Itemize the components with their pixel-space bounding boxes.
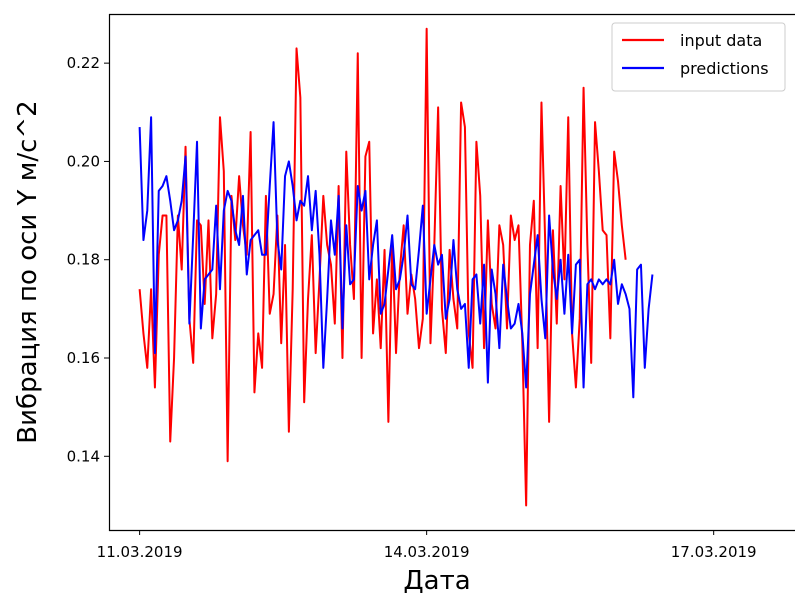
y-tick-label: 0.16 [67,349,100,367]
y-tick-label: 0.20 [67,152,100,170]
series-layer [138,27,654,507]
series-line-input-data [138,27,627,507]
plot-area [108,13,795,532]
y-axis-title: Вибрация по оси Y м/с^2 [13,100,43,443]
y-tick-label: 0.22 [67,54,100,72]
x-tick-label: 17.03.2019 [671,543,757,561]
series-line-predictions [138,116,654,399]
x-axis-title: Дата [403,566,470,593]
y-tick-label: 0.14 [67,447,100,465]
y-tick-label: 0.18 [67,251,100,269]
legend-label-predictions: predictions [680,59,769,78]
x-axis-ticks: 11.03.2019 14.03.2019 17.03.2019 [97,530,757,561]
x-tick-label: 11.03.2019 [97,543,183,561]
legend: input data predictions [611,22,786,92]
x-tick-label: 14.03.2019 [384,543,470,561]
legend-label-input-data: input data [680,31,762,50]
y-axis-ticks: 0.14 0.16 0.18 0.20 0.22 [67,54,109,465]
